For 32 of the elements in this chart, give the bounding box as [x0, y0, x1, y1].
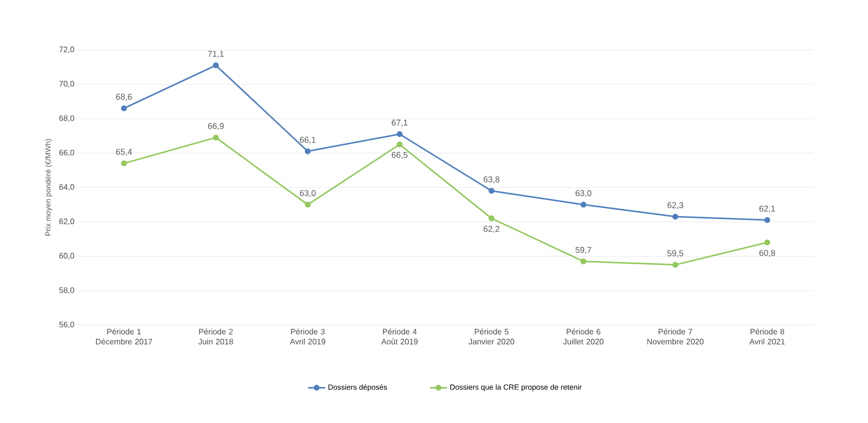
data-label: 63,0 — [300, 190, 316, 198]
point — [212, 134, 219, 140]
data-label: 62,3 — [668, 202, 684, 210]
data-label: 62,1 — [759, 206, 776, 213]
data-label: 66,9 — [208, 123, 224, 130]
data-label: 59,7 — [576, 246, 592, 254]
data-label: 62,2 — [484, 226, 500, 233]
data-label: 68,6 — [116, 94, 132, 101]
point — [212, 62, 219, 68]
data-label: 60,8 — [759, 250, 776, 257]
point — [121, 160, 127, 166]
data-label: 63,8 — [484, 176, 500, 184]
data-label: 59,5 — [667, 250, 684, 258]
point — [121, 105, 127, 112]
data-label: 65,4 — [116, 148, 132, 156]
point — [396, 141, 403, 148]
point — [672, 262, 678, 268]
data-label: 71,1 — [208, 50, 224, 58]
data-label: 63,0 — [576, 190, 592, 198]
point — [580, 258, 586, 264]
point — [764, 217, 770, 224]
data-label: 66,5 — [392, 152, 408, 159]
point — [764, 240, 770, 246]
data-label: 66,1 — [300, 136, 316, 144]
point — [304, 148, 311, 154]
point — [580, 202, 586, 208]
point — [304, 202, 311, 208]
point — [488, 215, 494, 222]
point — [396, 131, 403, 138]
point — [488, 188, 494, 194]
data-label: 67,1 — [392, 120, 408, 127]
point — [672, 214, 678, 220]
